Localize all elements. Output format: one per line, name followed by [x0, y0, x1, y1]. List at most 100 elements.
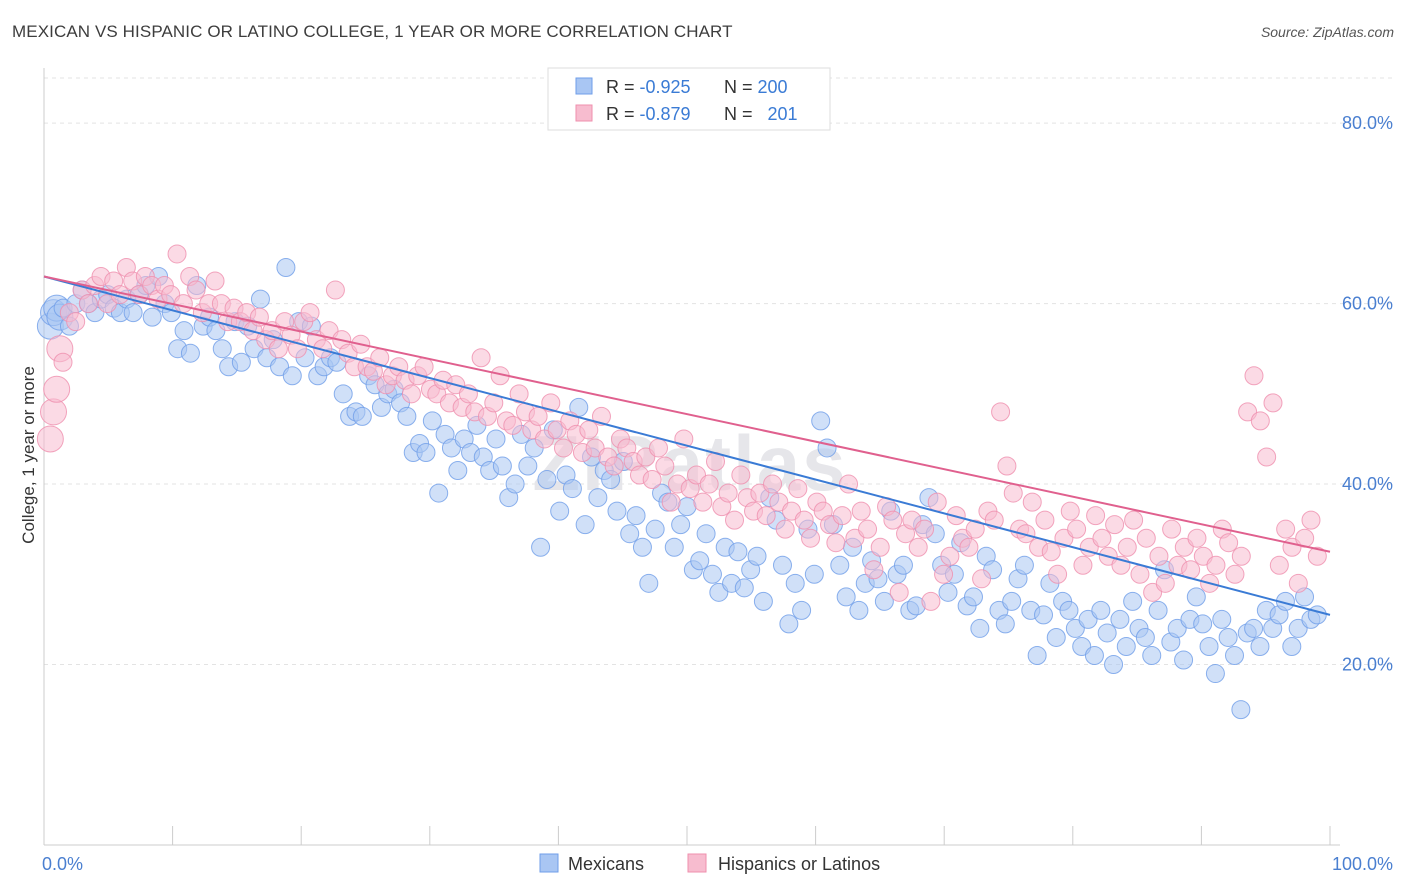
hispanics-point-87	[579, 420, 599, 440]
mexicans-point-127	[836, 587, 856, 607]
hispanics-point-79	[528, 406, 548, 426]
hispanics-point-178	[1155, 573, 1175, 593]
hispanics-point-1	[40, 398, 68, 426]
hispanics-point-177	[1149, 546, 1169, 566]
hispanics-point-97	[642, 470, 662, 490]
mexicans-point-180	[1174, 650, 1194, 670]
stats-legend: R = -0.925 N = 200 R = -0.879 N = 201	[547, 67, 831, 131]
chart-title: MEXICAN VS HISPANIC OR LATINO COLLEGE, 1…	[12, 22, 733, 41]
hispanics-point-100	[661, 492, 681, 512]
hispanics-point-149	[972, 569, 992, 589]
mexicans-point-102	[677, 497, 697, 517]
hispanics-point-174	[1130, 564, 1150, 584]
hispanics-point-202	[1307, 546, 1327, 566]
mexicans-point-189	[1231, 700, 1251, 720]
mexicans-point-143	[938, 582, 958, 602]
hispanics-point-186	[1206, 555, 1226, 575]
y-tick-label-80: 80.0%	[1342, 113, 1393, 133]
hispanics-point-2	[43, 375, 71, 403]
mexicans-point-105	[696, 524, 716, 544]
mexicans-point-88	[588, 488, 608, 508]
stats-swatch-mexicans	[575, 77, 593, 95]
mexicans-point-175	[1142, 646, 1162, 666]
mexicans-point-185	[1205, 664, 1225, 684]
mexicans-point-147	[963, 587, 983, 607]
mexicans-point-166	[1084, 646, 1104, 666]
svg-text:R = -0.925: R = -0.925	[606, 77, 691, 97]
mexicans-point-80	[537, 470, 557, 490]
hispanics-point-111	[731, 465, 751, 485]
hispanics-point-127	[832, 506, 852, 526]
x-tick-labels: 0.0% 100.0%	[42, 854, 1393, 874]
hispanics-points	[36, 244, 1327, 611]
hispanics-point-23	[173, 294, 193, 314]
hispanics-point-59	[401, 384, 421, 404]
axes	[43, 68, 1340, 846]
hispanics-point-109	[718, 483, 738, 503]
mexicans-point-192	[1250, 636, 1270, 656]
hispanics-point-193	[1250, 411, 1270, 431]
mexicans-point-39	[276, 257, 296, 277]
hispanics-point-188	[1219, 533, 1239, 553]
mexicans-point-117	[772, 555, 792, 575]
hispanics-point-163	[1060, 501, 1080, 521]
hispanics-point-194	[1257, 447, 1277, 467]
legend-swatch-hispanics[interactable]	[687, 853, 707, 873]
legend-label-mexicans[interactable]: Mexicans	[568, 854, 644, 874]
hispanics-point-192	[1244, 366, 1264, 386]
mexicans-point-104	[690, 551, 710, 571]
mexicans-point-174	[1135, 627, 1155, 647]
hispanics-point-81	[541, 393, 561, 413]
mexicans-point-153	[1002, 591, 1022, 611]
hispanics-point-183	[1187, 528, 1207, 548]
hispanics-point-83	[553, 438, 573, 458]
mexicans-point-96	[639, 573, 659, 593]
hispanics-point-118	[775, 519, 795, 539]
hispanics-point-47	[325, 280, 345, 300]
mexicans-point-23	[174, 321, 194, 341]
mexicans-point-106	[702, 564, 722, 584]
hispanics-point-122	[801, 528, 821, 548]
mexicans-point-100	[664, 537, 684, 557]
hispanics-point-130	[851, 501, 871, 521]
hispanics-point-115	[756, 506, 776, 526]
hispanics-point-70	[471, 348, 491, 368]
hispanics-point-45	[313, 339, 333, 359]
hispanics-point-98	[648, 438, 668, 458]
legend-swatch-mexicans[interactable]	[539, 853, 559, 873]
y-tick-label-60: 60.0%	[1342, 294, 1393, 314]
hispanics-point-154	[1003, 483, 1023, 503]
mexicans-point-124	[817, 438, 837, 458]
mexicans-point-61	[416, 442, 436, 462]
legend-label-hispanics[interactable]: Hispanics or Latinos	[718, 854, 880, 874]
mexicans-point-118	[779, 614, 799, 634]
mexicans-point-160	[1046, 627, 1066, 647]
hispanics-point-167	[1086, 506, 1106, 526]
mexicans-point-126	[830, 555, 850, 575]
hispanics-point-135	[883, 510, 903, 530]
hispanics-point-161	[1048, 564, 1068, 584]
hispanics-point-144	[940, 546, 960, 566]
mexicans-point-35	[250, 289, 270, 309]
hispanics-point-133	[870, 537, 890, 557]
hispanics-point-199	[1288, 573, 1308, 593]
mexicans-point-84	[562, 479, 582, 499]
mexicans-point-113	[747, 546, 767, 566]
mexicans-point-176	[1148, 600, 1168, 620]
hispanics-point-141	[921, 591, 941, 611]
mexicans-point-162	[1059, 600, 1079, 620]
hispanics-point-0	[36, 425, 64, 453]
stats-n-label-2: N =	[724, 104, 758, 124]
mexicans-point-51	[352, 406, 372, 426]
mexicans-point-184	[1199, 636, 1219, 656]
stats-r-label-1: R =	[606, 77, 640, 97]
mexicans-point-94	[626, 506, 646, 526]
hispanics-point-6	[66, 312, 86, 332]
hispanics-point-190	[1231, 546, 1251, 566]
mexicans-point-114	[753, 591, 773, 611]
mexicans-point-167	[1091, 600, 1111, 620]
stats-r-label-2: R =	[606, 104, 640, 124]
hispanics-point-197	[1276, 519, 1296, 539]
mexicans-point-122	[804, 564, 824, 584]
mexicans-point-169	[1104, 655, 1124, 675]
